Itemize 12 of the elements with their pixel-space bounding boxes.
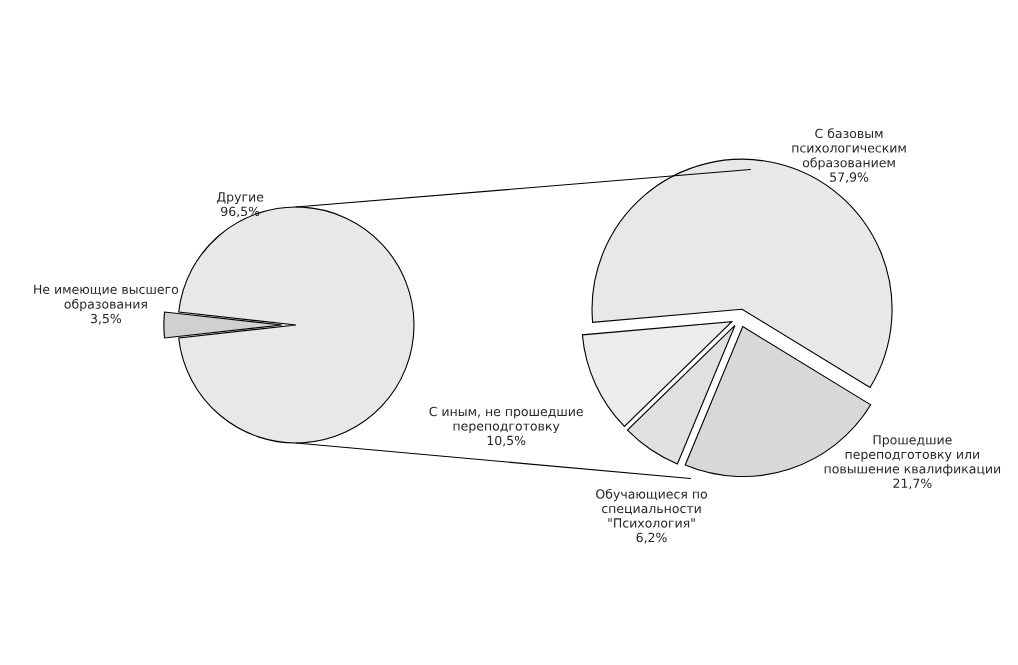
slice-label: Обучающиеся по специальности "Психология" [596, 488, 707, 528]
data-label: 6,2% [636, 532, 667, 544]
slice-label: Не имеющие высшего образования [34, 284, 179, 312]
slice-label: Прошедшие переподготовку или повышение квалификации [824, 435, 1001, 476]
slice-label: Другие [217, 192, 264, 205]
data-label: 96,5% [221, 206, 260, 218]
data-label: 10,5% [487, 435, 526, 447]
data-label: 21,7% [893, 478, 932, 490]
data-label: 57,9% [830, 172, 869, 184]
data-label: 3,5% [90, 313, 122, 325]
slice-label: С базовым психологическим образованием [792, 128, 906, 170]
slice-label: С иным, не прошедшие переподготовку [429, 406, 583, 434]
